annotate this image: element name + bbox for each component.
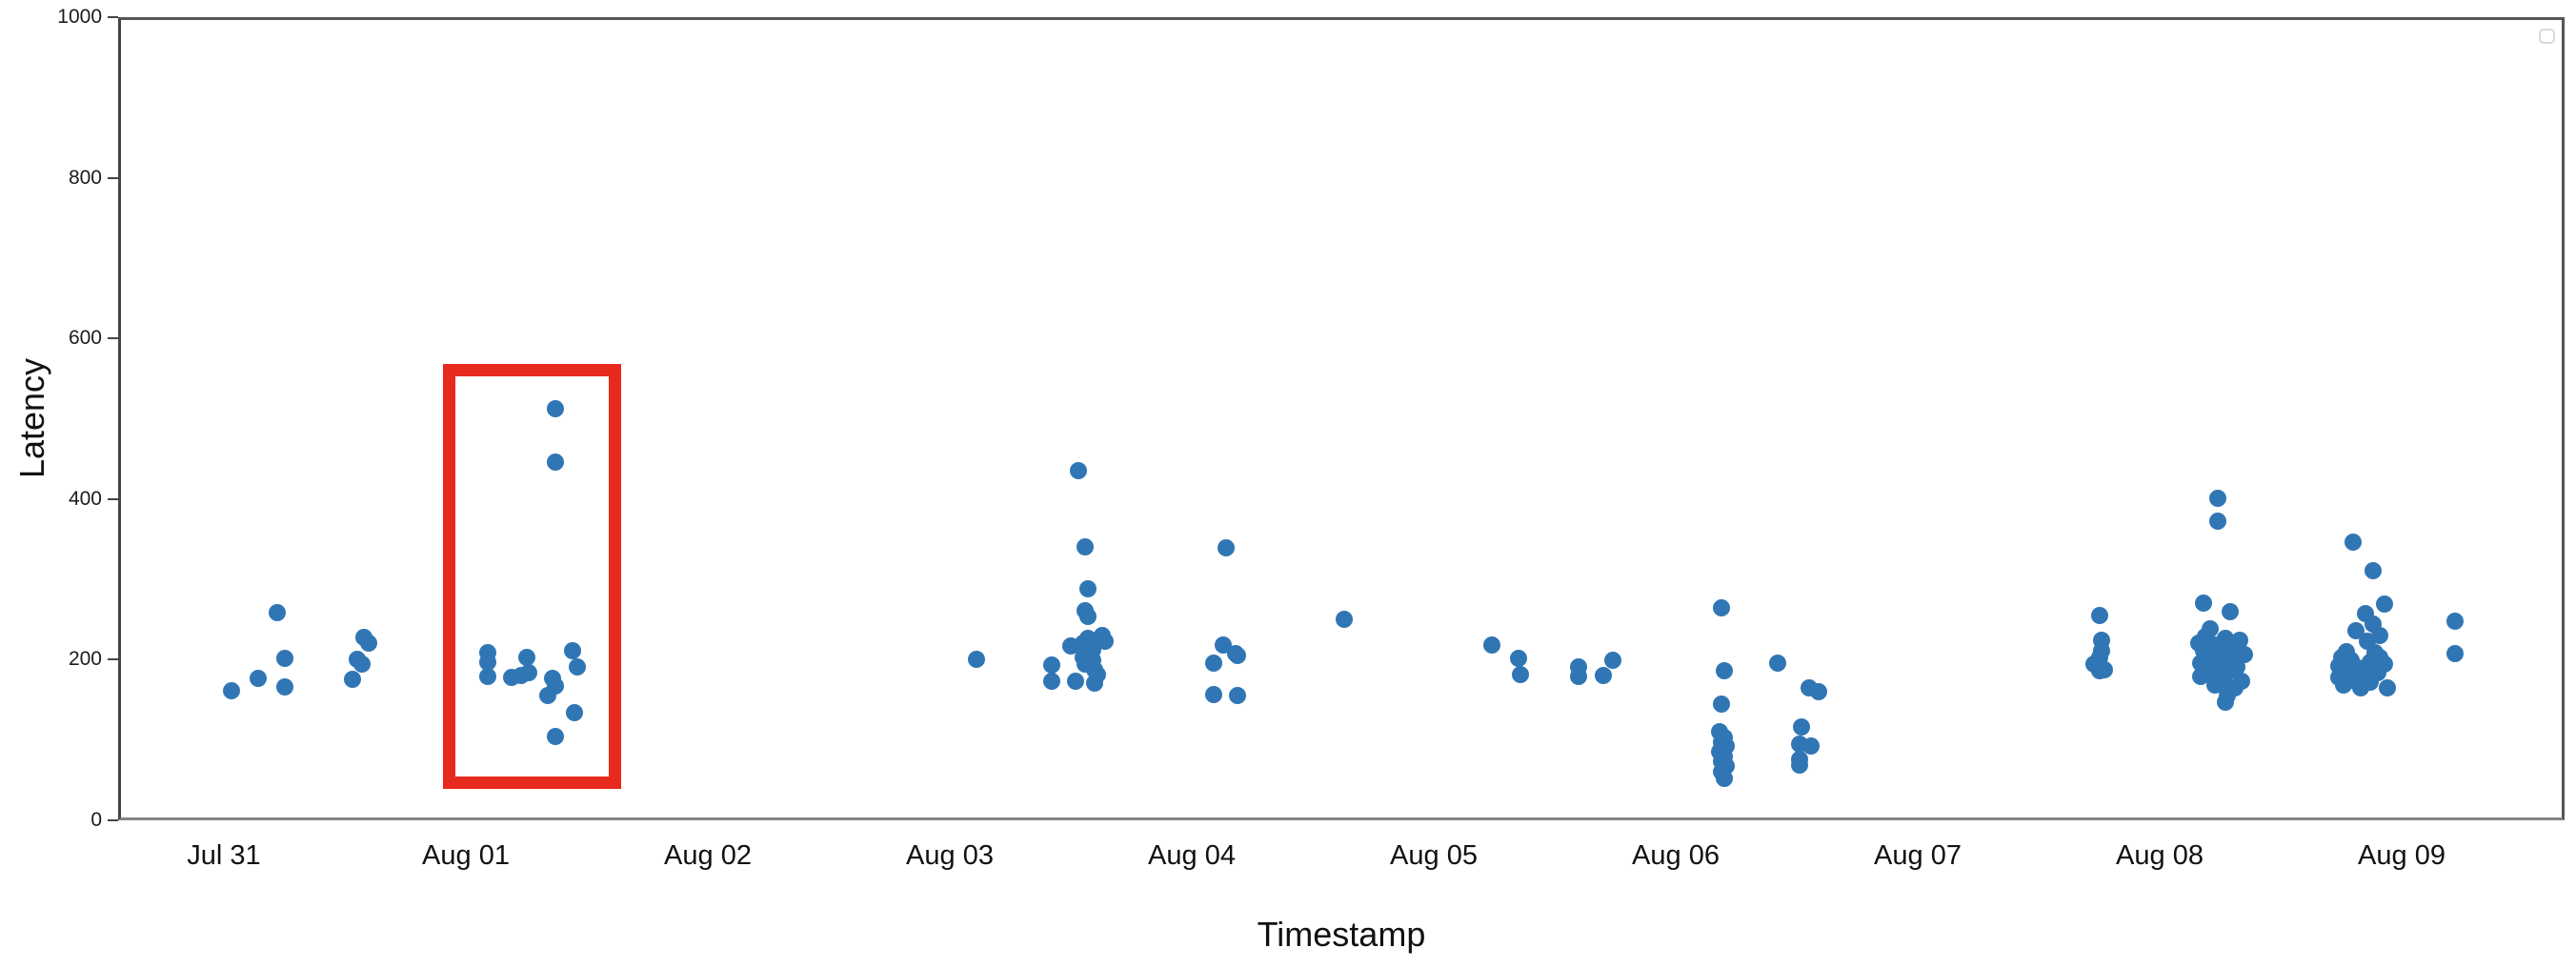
data-point bbox=[249, 669, 267, 687]
data-point bbox=[2351, 678, 2369, 696]
data-point bbox=[1713, 598, 1731, 616]
y-tick-mark bbox=[108, 337, 118, 340]
x-tick-label: Aug 08 bbox=[2116, 840, 2204, 871]
data-point bbox=[360, 634, 378, 652]
y-tick-label: 1000 bbox=[57, 6, 102, 28]
y-tick-label: 800 bbox=[68, 166, 102, 189]
x-tick-label: Aug 03 bbox=[906, 840, 994, 871]
data-point bbox=[1204, 654, 1222, 672]
plot-area bbox=[118, 17, 2565, 820]
y-tick-mark bbox=[108, 16, 118, 18]
data-point bbox=[1229, 647, 1247, 665]
data-point bbox=[520, 663, 538, 681]
data-point bbox=[2208, 512, 2226, 530]
data-point bbox=[566, 704, 584, 722]
data-point bbox=[1768, 654, 1786, 672]
x-tick-label: Aug 09 bbox=[2358, 840, 2445, 871]
data-point bbox=[2445, 612, 2464, 630]
data-point bbox=[1062, 637, 1079, 655]
data-point bbox=[1078, 580, 1097, 598]
data-point bbox=[352, 655, 371, 673]
data-point bbox=[1715, 662, 1733, 680]
y-tick-mark bbox=[108, 658, 118, 661]
data-point bbox=[1069, 462, 1087, 480]
data-point bbox=[275, 678, 293, 696]
data-point bbox=[1078, 607, 1097, 625]
x-tick-label: Aug 07 bbox=[1874, 840, 1962, 871]
data-point bbox=[539, 687, 557, 705]
data-point bbox=[2378, 678, 2396, 696]
data-point bbox=[2194, 595, 2212, 613]
data-point bbox=[268, 603, 286, 621]
y-tick-label: 600 bbox=[68, 327, 102, 350]
data-point bbox=[517, 648, 535, 666]
data-point bbox=[568, 657, 586, 676]
legend-box bbox=[2539, 29, 2555, 44]
data-point bbox=[275, 649, 293, 667]
data-point bbox=[1042, 673, 1060, 691]
y-tick-mark bbox=[108, 497, 118, 500]
data-point bbox=[478, 653, 496, 671]
data-point bbox=[2208, 489, 2226, 507]
data-point bbox=[2090, 662, 2108, 680]
data-point bbox=[2216, 694, 2234, 712]
data-point bbox=[2364, 561, 2382, 579]
data-point bbox=[478, 668, 496, 686]
data-point bbox=[1229, 687, 1247, 705]
data-point bbox=[1512, 666, 1530, 684]
data-point bbox=[1336, 611, 1354, 629]
y-tick-label: 200 bbox=[68, 648, 102, 671]
data-point bbox=[1594, 667, 1612, 685]
data-point bbox=[546, 400, 564, 418]
highlight-rectangle bbox=[442, 364, 621, 790]
data-point bbox=[2376, 595, 2394, 614]
data-point bbox=[1086, 674, 1104, 692]
data-point bbox=[563, 642, 581, 660]
x-axis-label: Timestamp bbox=[1257, 915, 1426, 954]
data-point bbox=[1809, 683, 1827, 701]
data-point bbox=[2335, 676, 2353, 695]
data-point bbox=[2192, 668, 2210, 686]
y-tick-label: 0 bbox=[91, 809, 102, 831]
y-tick-mark bbox=[108, 819, 118, 821]
data-point bbox=[1482, 636, 1500, 655]
data-point bbox=[343, 670, 361, 688]
data-point bbox=[967, 651, 985, 669]
data-point bbox=[1715, 770, 1733, 788]
y-tick-label: 400 bbox=[68, 487, 102, 510]
data-point bbox=[1077, 538, 1095, 556]
data-point bbox=[546, 728, 564, 746]
y-tick-mark bbox=[108, 176, 118, 179]
data-point bbox=[1790, 756, 1808, 774]
data-point bbox=[1570, 668, 1588, 686]
data-point bbox=[222, 682, 240, 700]
data-point bbox=[2221, 602, 2239, 620]
data-point bbox=[1217, 539, 1235, 557]
data-point bbox=[1204, 685, 1222, 703]
data-point bbox=[1713, 695, 1731, 713]
x-tick-label: Aug 01 bbox=[422, 840, 510, 871]
x-tick-label: Aug 06 bbox=[1632, 840, 1720, 871]
x-tick-label: Jul 31 bbox=[187, 840, 261, 871]
data-point bbox=[546, 454, 564, 472]
y-axis-label: Latency bbox=[12, 357, 51, 478]
x-tick-label: Aug 05 bbox=[1390, 840, 1478, 871]
data-point bbox=[2090, 607, 2108, 625]
data-point bbox=[1603, 652, 1621, 670]
data-point bbox=[1509, 649, 1527, 667]
data-point bbox=[2345, 534, 2363, 552]
data-point bbox=[1042, 656, 1060, 675]
data-point bbox=[1802, 736, 1821, 755]
x-tick-label: Aug 02 bbox=[664, 840, 752, 871]
data-point bbox=[1793, 718, 1811, 736]
data-point bbox=[1067, 673, 1085, 691]
x-tick-label: Aug 04 bbox=[1148, 840, 1236, 871]
data-point bbox=[2445, 645, 2464, 663]
